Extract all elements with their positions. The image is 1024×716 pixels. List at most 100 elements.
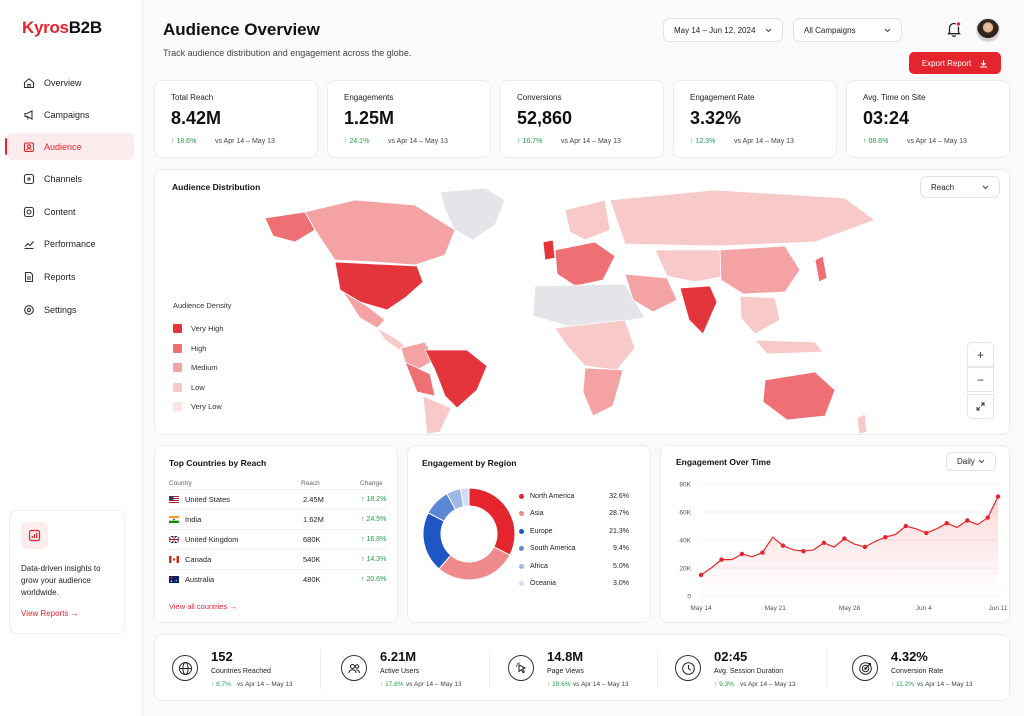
data-point[interactable] [760,550,765,555]
table-row[interactable]: Canada 540K ↑ 14.3% [169,549,387,569]
kpi-compare: vs Apr 14 – May 13 [907,138,967,145]
table-row[interactable]: United States 2.45M ↑ 18.2% [169,489,387,509]
fullscreen-button[interactable] [967,394,994,419]
view-reports-link[interactable]: View Reports → [21,609,113,618]
region-pct: 9.4% [613,545,629,552]
data-point[interactable] [924,530,929,536]
data-point[interactable] [821,540,827,545]
stat-conversion-rate: 4.32% Conversion Rate ↑ 11.2% vs Apr 14 … [835,635,1000,702]
bell-icon[interactable] [945,20,963,38]
campaign-filter-select[interactable]: All Campaigns [793,18,902,42]
map-region-russia [609,189,876,247]
region-donut-chart[interactable] [421,486,517,582]
table-row[interactable]: India 1.62M ↑ 24.5% [169,509,387,529]
date-range-select[interactable]: May 14 – Jun 12, 2024 [663,18,783,42]
table-row[interactable]: United Kingdom 680K ↑ 16.8% [169,529,387,549]
sidebar-item-label: Audience [44,141,82,152]
sidebar-item-overview[interactable]: Overview [6,69,134,96]
data-point[interactable] [739,551,745,557]
stat-compare: vs Apr 14 – May 13 [237,681,293,688]
country-reach: 1.62M [303,515,324,524]
divider [320,649,321,689]
donut-slice[interactable] [438,546,511,581]
legend-label: Very High [191,324,224,333]
data-point[interactable] [842,536,847,541]
table-row[interactable]: Australia 480K ↑ 20.6% [169,569,387,589]
data-point[interactable] [944,521,949,526]
canada-flag-icon [169,556,179,563]
arrow-right-icon: → [229,602,237,611]
engagement-by-region-card: Engagement by Region [407,445,651,623]
zoom-out-button[interactable]: − [967,367,994,392]
area-fill [701,496,998,596]
donut-slice[interactable] [468,487,516,556]
x-tick-label: Jun 4 [916,605,932,612]
data-point[interactable] [965,518,970,523]
view-all-countries-link[interactable]: View all countries → [169,602,237,611]
map-region-north-africa [532,283,646,329]
region-pct: 5.0% [613,563,629,570]
data-point[interactable] [780,543,786,548]
data-point[interactable] [698,572,704,578]
brand-logo[interactable]: KyrosB2B [22,18,102,38]
kpi-change-value: 24.1% [349,138,370,145]
sidebar-item-performance[interactable]: Performance [6,230,134,257]
legend-dot [519,494,524,499]
divider [489,649,490,689]
kpi-card-engagement-rate: Engagement Rate 3.32% ↑ 12.3% vs Apr 14 … [673,80,837,158]
kpi-change: ↑ 08.6% [863,138,889,145]
kpi-compare: vs Apr 14 – May 13 [388,138,448,145]
legend-label: High [191,344,207,353]
export-report-button[interactable]: Export Report [909,52,1001,74]
map-region-brazil [424,349,488,409]
donut-slice[interactable] [459,487,470,508]
legend-item-high: High [173,344,206,353]
data-point[interactable] [862,544,868,550]
avatar[interactable] [976,18,1000,42]
home-icon [23,77,35,88]
map-region-canada [304,199,456,266]
country-reach: 2.45M [303,495,324,504]
country-change-value: 24.5% [366,516,387,523]
stat-label: Page Views [547,668,584,675]
map-region-middle-east [624,273,678,313]
data-point[interactable] [903,523,909,529]
stat-change-value: 17.8% [385,681,404,688]
stat-compare: vs Apr 14 – May 13 [917,681,973,688]
sidebar-item-label: Performance [44,238,96,249]
sidebar-item-settings[interactable]: Settings [6,296,134,323]
stat-value: 152 [211,649,233,664]
country-name: United Kingdom [185,535,239,544]
world-map[interactable] [155,170,1010,435]
granularity-select[interactable]: Daily [946,452,996,471]
divider [657,649,658,689]
arrow-right-icon: → [70,609,79,618]
sidebar-item-reports[interactable]: Reports [6,263,134,290]
country-name: Australia [185,575,215,584]
donut-slice[interactable] [422,512,452,570]
page-title: Audience Overview [163,20,320,39]
engagement-line-chart[interactable]: 0 20K 40K 60K 80K May 14 May 21 May 28 Jun 4 Jun … [661,446,1011,624]
map-region-europe [554,241,616,287]
globe-icon [172,655,198,681]
data-point[interactable] [985,515,990,520]
data-point[interactable] [883,535,888,540]
sidebar-item-campaigns[interactable]: Campaigns [6,101,134,128]
map-region-alaska [264,211,316,243]
stat-label: Active Users [380,668,420,675]
data-point[interactable] [801,549,806,554]
sidebar-item-audience[interactable]: Audience [5,133,134,160]
sidebar-item-content[interactable]: Content [6,198,134,225]
legend-swatch [173,324,182,333]
map-metric-select[interactable]: Reach [920,176,1000,198]
sidebar-item-channels[interactable]: Channels [6,165,134,192]
data-point[interactable] [995,494,1001,499]
data-point[interactable] [719,557,724,562]
zoom-in-button[interactable]: + [967,342,994,367]
kpi-change: ↑ 24.1% [344,138,370,145]
over-time-title: Engagement Over Time [676,457,771,467]
country-change-value: 18.2% [366,496,387,503]
col-country: Country [169,480,192,487]
stat-change-value: 11.2% [896,681,915,688]
kpi-card-engagements: Engagements 1.25M ↑ 24.1% vs Apr 14 – Ma… [327,80,491,158]
